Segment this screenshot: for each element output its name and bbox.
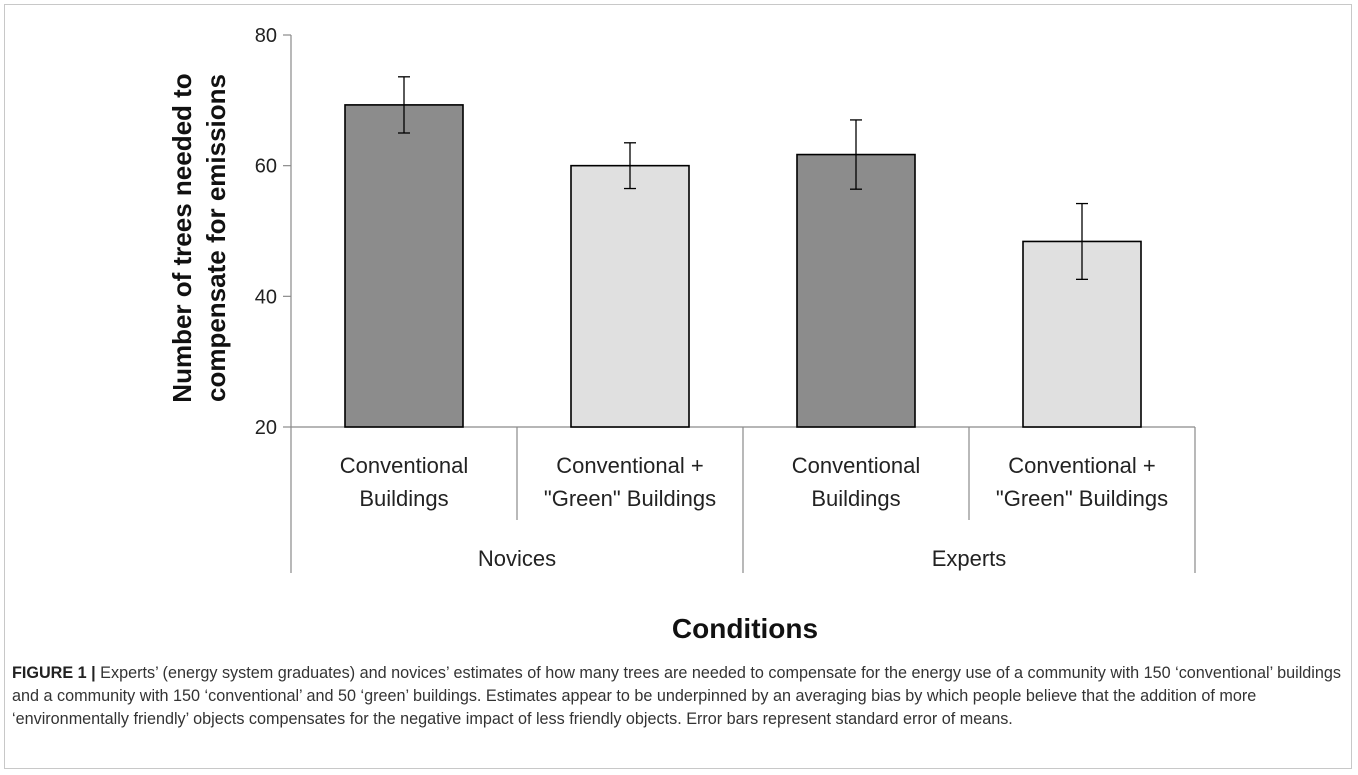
category-label: Conventional + <box>556 453 703 478</box>
figure-caption: FIGURE 1 | Experts’ (energy system gradu… <box>12 662 1347 731</box>
x-axis-title: Conditions <box>672 613 818 644</box>
y-axis-title-line: compensate for emissions <box>201 74 231 402</box>
category-label: Buildings <box>811 486 900 511</box>
category-label: "Green" Buildings <box>996 486 1168 511</box>
bar-chart: 20 40 60 80 Conventional Buildings Conventiona… <box>167 25 1196 644</box>
group-label: Novices <box>478 546 556 571</box>
y-tick-label: 80 <box>255 25 277 47</box>
category-label: "Green" Buildings <box>544 486 716 511</box>
category-label: Buildings <box>359 486 448 511</box>
y-tick-label: 20 <box>255 417 277 439</box>
bar <box>570 164 690 428</box>
y-axis-title: Number of trees needed to compensate for … <box>167 73 231 402</box>
bar <box>796 153 916 428</box>
category-label: Conventional <box>340 453 468 478</box>
y-tick-label: 40 <box>255 286 277 308</box>
caption-text: Experts’ (energy system graduates) and n… <box>12 664 1341 728</box>
category-label: Conventional + <box>1008 453 1155 478</box>
group-label: Experts <box>932 546 1007 571</box>
caption-label: FIGURE 1 | <box>12 664 96 682</box>
category-label: Conventional <box>792 453 920 478</box>
y-axis-title-line: Number of trees needed to <box>167 73 197 402</box>
bar <box>344 104 464 428</box>
y-tick-label: 60 <box>255 156 277 178</box>
